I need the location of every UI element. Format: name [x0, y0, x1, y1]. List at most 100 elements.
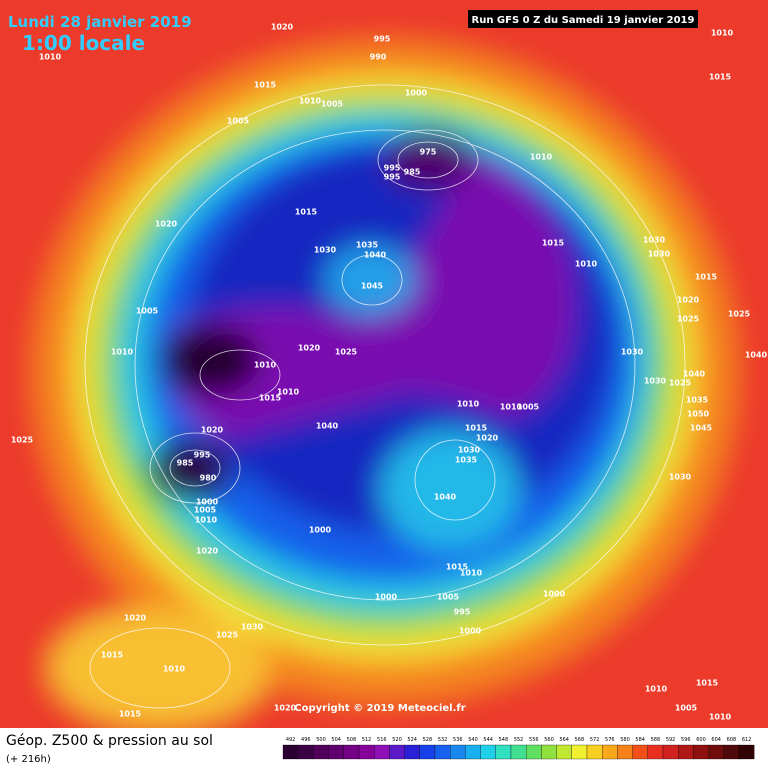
scale-label: 548: [499, 737, 509, 743]
isobar-label: 1035: [356, 241, 379, 250]
isobar-label: 1010: [645, 685, 668, 694]
isobar-label: 975: [420, 148, 437, 157]
scale-swatch: [450, 744, 466, 760]
isobar-label: 1030: [669, 473, 692, 482]
isobar-label: 1005: [437, 593, 460, 602]
isobar-label: 990: [370, 53, 387, 62]
scale-label: 544: [483, 737, 493, 743]
isobar-label: 1050: [687, 410, 710, 419]
isobar-label: 1020: [271, 23, 294, 32]
scale-swatch: [419, 744, 436, 760]
scale-swatch: [662, 744, 679, 760]
scale-label: 604: [711, 737, 721, 743]
isobar-label: 1020: [201, 426, 224, 435]
scale-swatch: [510, 744, 527, 760]
scale-label: 556: [529, 737, 539, 743]
scale-swatch: [602, 744, 618, 760]
isobar-label: 1015: [259, 394, 282, 403]
scale-label: 540: [468, 737, 478, 743]
isobar-label: 1015: [254, 81, 277, 90]
isobar-label: 1020: [298, 344, 321, 353]
scale-swatch: [434, 744, 451, 760]
field-name: Géop. Z500 & pression au sol: [6, 733, 213, 749]
scale-label: 520: [392, 737, 402, 743]
isobar-label: 995: [454, 608, 471, 617]
scale-swatch: [495, 744, 512, 760]
isobar-label: 1035: [686, 396, 709, 405]
scale-swatch: [465, 744, 481, 760]
scale-swatch: [586, 744, 603, 760]
scale-swatch: [693, 744, 709, 760]
isobar-label: 1010: [195, 516, 218, 525]
isobar-label: 1005: [194, 506, 217, 515]
scale-label: 516: [377, 737, 387, 743]
isobar-label: 1000: [196, 498, 219, 507]
isobar-label: 1025: [216, 631, 239, 640]
scale-swatch: [298, 744, 314, 760]
valid-date: Lundi 28 janvier 2019: [8, 13, 192, 31]
isobar-label: 1015: [119, 710, 142, 719]
isobar-label: 1010: [163, 665, 186, 674]
isobar-label: 1025: [728, 310, 751, 319]
isobar-label: 1045: [690, 424, 713, 433]
isobar-label: 1020: [124, 614, 147, 623]
isobar-label: 1010: [530, 153, 553, 162]
copyright: Copyright © 2019 Meteociel.fr: [294, 703, 465, 714]
isobar-label: 1005: [227, 117, 250, 126]
isobar-label: 1020: [196, 547, 219, 556]
isobar-label: 1030: [314, 246, 337, 255]
scale-swatch: [358, 744, 375, 760]
isobar-label: 1040: [434, 493, 457, 502]
isobar-label: 1010: [709, 713, 732, 722]
scale-label: 536: [453, 737, 463, 743]
isobar-label: 1030: [648, 250, 671, 259]
scale-label: 592: [666, 737, 676, 743]
isobar-label: 1010: [277, 388, 300, 397]
scale-label: 496: [301, 737, 311, 743]
lead-time: (+ 216h): [6, 754, 51, 765]
isobar-label: 1000: [459, 627, 482, 636]
scale-swatch: [480, 744, 496, 760]
scale-swatch: [617, 744, 633, 760]
isobar-label: 1010: [711, 29, 734, 38]
scale-swatch: [313, 744, 329, 760]
isobar-label: 1025: [677, 315, 700, 324]
isobar-label: 1015: [695, 273, 718, 282]
scale-label: 572: [590, 737, 600, 743]
scale-swatch: [708, 744, 724, 760]
isobar-label: 1005: [675, 704, 698, 713]
scale-swatch: [404, 744, 420, 760]
scale-label: 600: [696, 737, 706, 743]
isobars: [84, 84, 686, 709]
isobar-label: 1005: [136, 307, 159, 316]
scale-swatch: [571, 744, 588, 760]
isobar-label: 1015: [295, 208, 318, 217]
isobar-label: 1040: [364, 251, 387, 260]
isobar-label: 1010: [39, 53, 62, 62]
isobar-label: 985: [404, 168, 421, 177]
isobar-label: 1030: [621, 348, 644, 357]
scale-swatch: [556, 744, 572, 760]
scale-swatch: [282, 744, 299, 760]
isobar-label: 1030: [643, 236, 666, 245]
scale-label: 492: [286, 737, 296, 743]
scale-label: 532: [438, 737, 448, 743]
scale-label: 568: [575, 737, 585, 743]
isobar-label: 1010: [254, 361, 277, 370]
isobar-label: 1015: [446, 563, 469, 572]
scale-label: 580: [620, 737, 630, 743]
scale-swatch: [541, 744, 557, 760]
scale-label: 584: [635, 737, 645, 743]
scale-label: 524: [407, 737, 417, 743]
scale-swatch: [328, 744, 344, 760]
scale-label: 528: [423, 737, 433, 743]
isobar-label: 1015: [709, 73, 732, 82]
scale-swatch: [723, 744, 740, 760]
isobar-label: 1040: [745, 351, 768, 360]
isobar-label: 1020: [274, 704, 297, 713]
isobar-label: 1010: [457, 400, 480, 409]
scale-label: 608: [727, 737, 737, 743]
scale-label: 612: [742, 737, 752, 743]
